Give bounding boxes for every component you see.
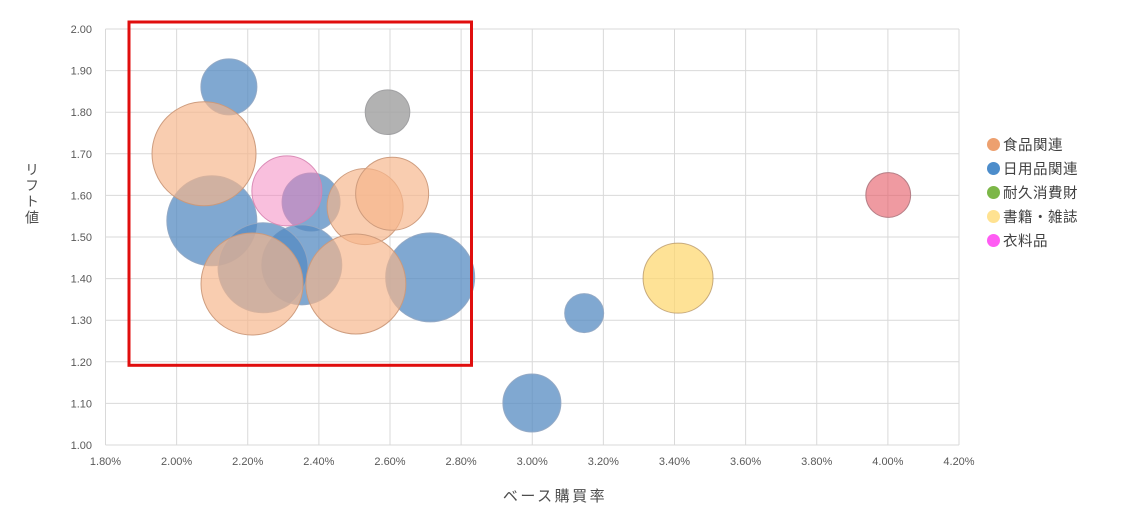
x-tick-label: 3.00% [517,456,548,468]
y-tick-label: 2.00 [71,24,92,36]
y-tick-label: 1.60 [71,190,92,202]
y-tick-label: 1.80 [71,107,92,119]
x-tick-label: 3.40% [659,456,690,468]
x-tick-label: 2.40% [303,456,334,468]
x-tick-label: 2.60% [374,456,405,468]
x-tick-label: 4.00% [872,456,903,468]
x-tick-label: 3.20% [588,456,619,468]
legend-marker-icon [987,161,1000,175]
bubble [151,101,257,207]
x-tick-label: 3.80% [801,456,832,468]
x-tick-label: 2.20% [232,456,263,468]
y-tick-label: 1.20 [71,357,92,369]
legend-marker-icon [987,185,1000,199]
x-tick-label: 2.00% [161,456,192,468]
x-tick-label: 2.80% [446,456,477,468]
y-tick-label: 1.10 [71,398,92,410]
legend: 食品関連日用品関連耐久消費財書籍・雑誌衣料品 [987,132,1078,252]
y-tick-label: 1.30 [71,315,92,327]
gridlines [105,28,960,446]
series-書籍・雑誌 [642,242,714,314]
y-tick-label: 1.40 [71,274,92,286]
x-tick-label: 4.20% [943,456,974,468]
annotation-box [127,20,473,367]
bubble [251,155,323,227]
bubble [305,233,407,335]
legend-marker-icon [987,233,1000,247]
legend-label: 日用品関連 [1003,161,1078,178]
y-tick-label: 1.70 [71,149,92,161]
bubble [502,373,562,433]
bubble [355,156,430,231]
legend-label: 耐久消費財 [1003,185,1078,202]
legend-item: 書籍・雑誌 [987,204,1078,228]
y-tick-label: 1.00 [71,440,92,452]
legend-label: 衣料品 [1003,233,1048,250]
series-衣料品 [251,155,323,227]
bubble [642,242,714,314]
y-tick-label: 1.90 [71,66,92,78]
legend-label: 書籍・雑誌 [1003,209,1078,226]
bubble [564,293,605,334]
y-tick-label: 1.50 [71,232,92,244]
legend-item: 食品関連 [987,132,1078,156]
legend-item: 衣料品 [987,228,1078,252]
legend-item: 日用品関連 [987,156,1078,180]
x-axis-title: ベース購買率 [502,488,608,505]
x-tick-label: 3.60% [730,456,761,468]
bubble [364,89,411,135]
legend-marker-icon [987,137,1000,151]
y-axis-title: リフト値 [24,162,40,226]
series-red [865,172,912,218]
bubble [200,232,304,336]
legend-item: 耐久消費財 [987,180,1078,204]
series-gray [364,89,411,135]
x-tick-label: 1.80% [90,456,121,468]
legend-marker-icon [987,209,1000,223]
series-食品関連 [151,101,430,336]
bubble [865,172,912,218]
legend-label: 食品関連 [1003,137,1063,154]
